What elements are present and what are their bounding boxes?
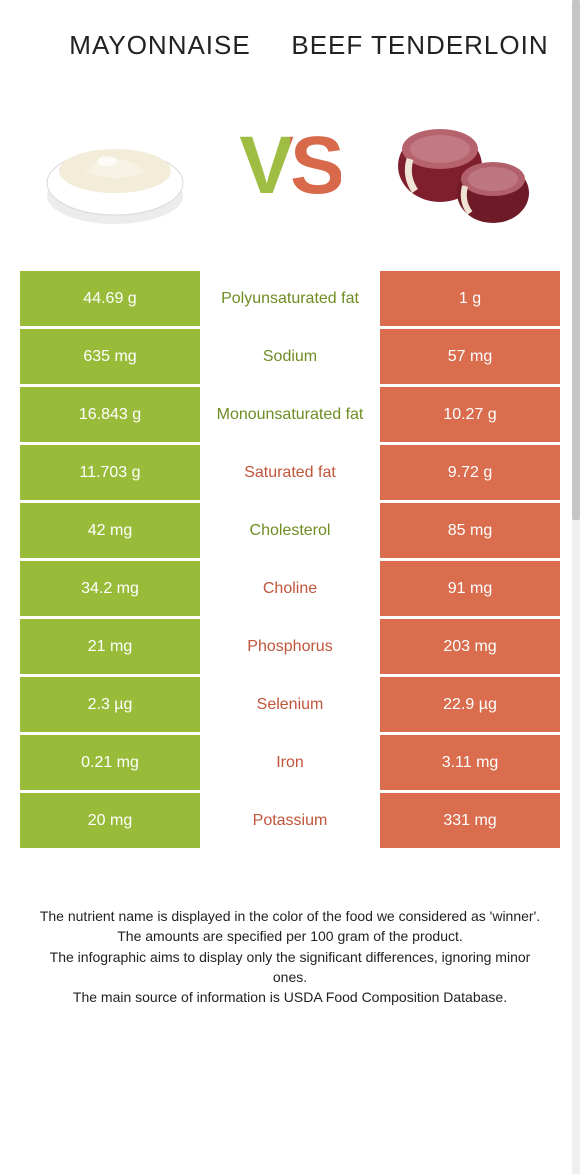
value-left: 44.69 g (20, 271, 200, 326)
footnote-line: The amounts are specified per 100 gram o… (35, 926, 545, 946)
scrollbar-track[interactable] (572, 0, 580, 1174)
header: MAYONNAISE BEEF TENDERLOIN (0, 0, 580, 71)
nutrient-row: 21 mgPhosphorus203 mg (20, 619, 560, 674)
footnote-line: The nutrient name is displayed in the co… (35, 906, 545, 926)
nutrient-table: 44.69 gPolyunsaturated fat1 g635 mgSodiu… (0, 271, 580, 848)
nutrient-label: Potassium (200, 793, 380, 848)
value-right: 3.11 mg (380, 735, 560, 790)
food-b-title: BEEF TENDERLOIN (290, 30, 550, 61)
value-left: 20 mg (20, 793, 200, 848)
footnote-line: The infographic aims to display only the… (35, 947, 545, 988)
nutrient-row: 2.3 µgSelenium22.9 µg (20, 677, 560, 732)
value-right: 22.9 µg (380, 677, 560, 732)
nutrient-row: 0.21 mgIron3.11 mg (20, 735, 560, 790)
nutrient-label: Phosphorus (200, 619, 380, 674)
value-left: 21 mg (20, 619, 200, 674)
food-a-image (35, 91, 195, 241)
value-right: 9.72 g (380, 445, 560, 500)
nutrient-row: 635 mgSodium57 mg (20, 329, 560, 384)
nutrient-label: Monounsaturated fat (200, 387, 380, 442)
nutrient-label: Iron (200, 735, 380, 790)
food-a-title: MAYONNAISE (30, 30, 290, 61)
nutrient-row: 16.843 gMonounsaturated fat10.27 g (20, 387, 560, 442)
value-left: 34.2 mg (20, 561, 200, 616)
nutrient-row: 34.2 mgCholine91 mg (20, 561, 560, 616)
footnotes: The nutrient name is displayed in the co… (0, 851, 580, 1007)
scrollbar-thumb[interactable] (572, 0, 580, 520)
value-right: 203 mg (380, 619, 560, 674)
nutrient-label: Cholesterol (200, 503, 380, 558)
value-right: 1 g (380, 271, 560, 326)
nutrient-label: Choline (200, 561, 380, 616)
nutrient-label: Polyunsaturated fat (200, 271, 380, 326)
nutrient-row: 42 mgCholesterol85 mg (20, 503, 560, 558)
food-b-image (385, 91, 545, 241)
value-right: 10.27 g (380, 387, 560, 442)
footnote-line: The main source of information is USDA F… (35, 987, 545, 1007)
nutrient-row: 44.69 gPolyunsaturated fat1 g (20, 271, 560, 326)
value-right: 331 mg (380, 793, 560, 848)
value-right: 85 mg (380, 503, 560, 558)
nutrient-label: Selenium (200, 677, 380, 732)
hero: VS (0, 71, 580, 271)
value-right: 91 mg (380, 561, 560, 616)
value-left: 2.3 µg (20, 677, 200, 732)
value-left: 42 mg (20, 503, 200, 558)
vs-label: VS (239, 125, 340, 207)
value-right: 57 mg (380, 329, 560, 384)
value-left: 16.843 g (20, 387, 200, 442)
value-left: 11.703 g (20, 445, 200, 500)
nutrient-label: Sodium (200, 329, 380, 384)
value-left: 0.21 mg (20, 735, 200, 790)
nutrient-row: 11.703 gSaturated fat9.72 g (20, 445, 560, 500)
nutrient-row: 20 mgPotassium331 mg (20, 793, 560, 848)
value-left: 635 mg (20, 329, 200, 384)
nutrient-label: Saturated fat (200, 445, 380, 500)
